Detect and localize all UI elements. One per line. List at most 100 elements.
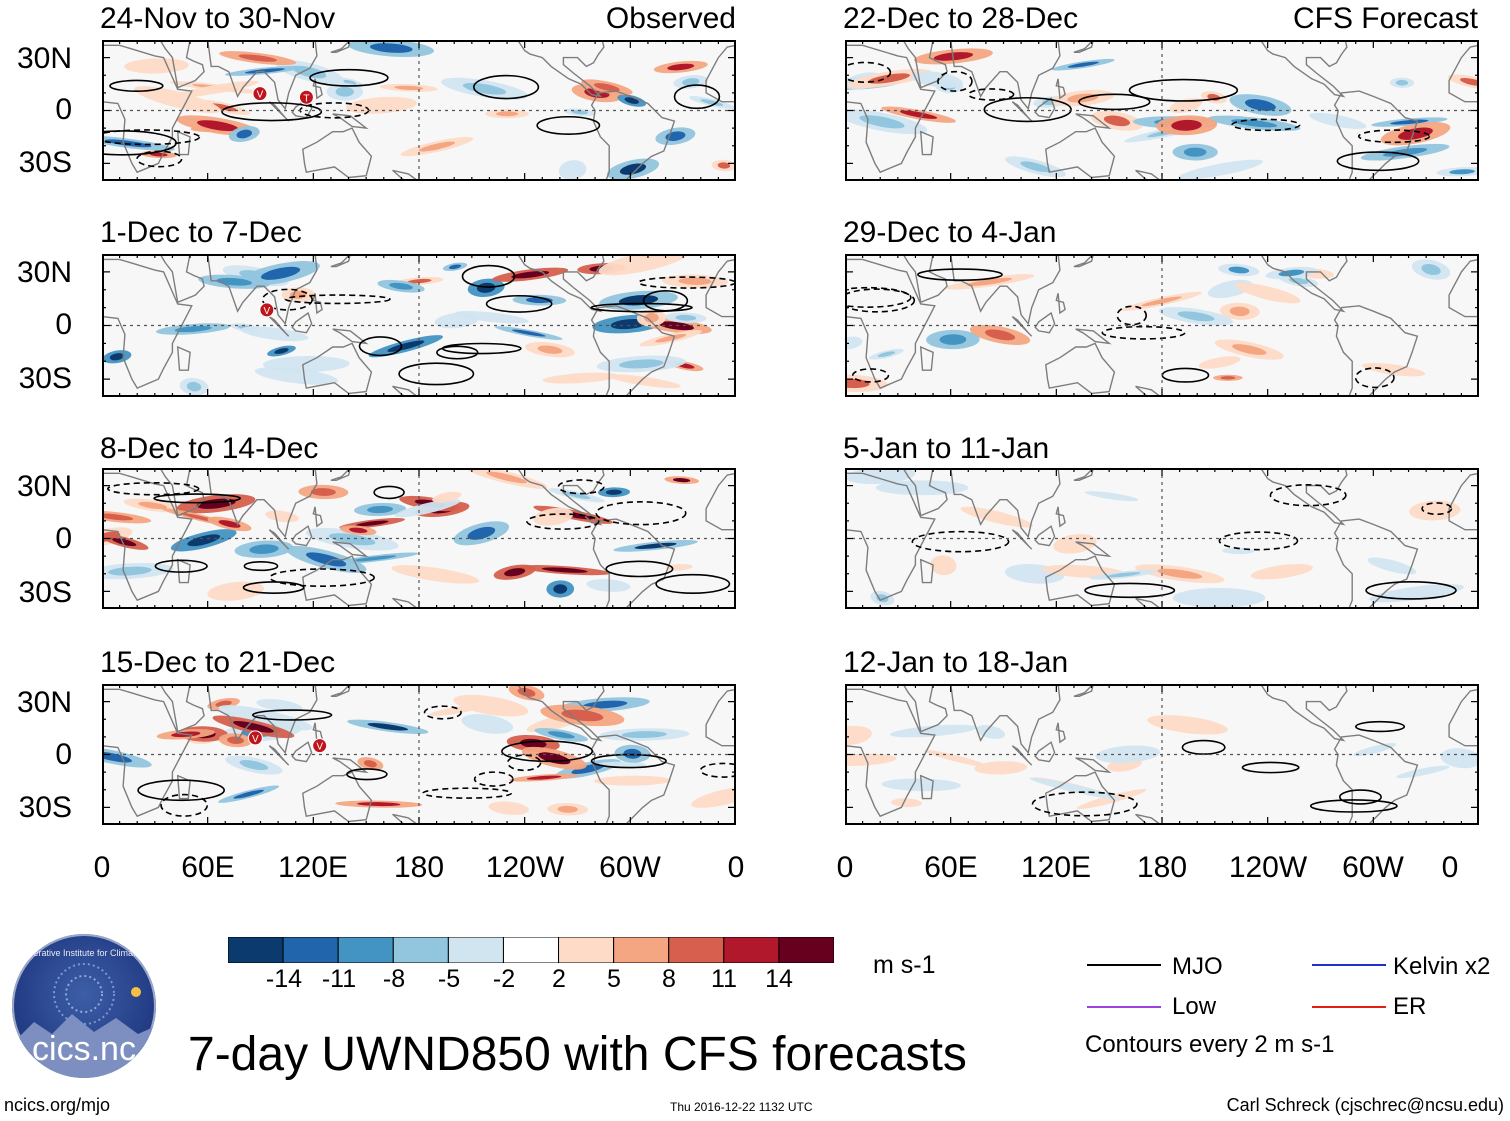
mjo-contour-negative (1269, 484, 1347, 507)
coastline (845, 472, 936, 602)
anomaly-core (504, 568, 526, 577)
mjo-contour-negative (845, 286, 912, 308)
anomaly-core (260, 266, 301, 280)
colorbar-box (613, 937, 670, 963)
coastline (1333, 734, 1419, 825)
coastline (1073, 254, 1095, 268)
coastline (302, 127, 373, 179)
coastline (919, 130, 934, 156)
coastline (102, 472, 193, 602)
anomaly-core (1171, 119, 1202, 131)
cyclone-marker-label: V (257, 90, 264, 101)
anomaly-region (533, 507, 574, 526)
coastline (312, 293, 323, 315)
anomaly-core (511, 329, 546, 337)
anomaly-region (691, 786, 736, 808)
anomaly-region (240, 326, 309, 342)
cyclone-marker (259, 302, 275, 318)
anomaly-region (974, 761, 1028, 775)
mjo-contour-negative (1231, 118, 1301, 132)
anomaly-region (960, 506, 1033, 528)
mjo-contour-positive (137, 779, 225, 802)
anomaly-core (349, 527, 368, 533)
anomaly-core (1141, 296, 1182, 307)
mjo-contour-positive (983, 96, 1072, 123)
anomaly-region (891, 798, 922, 808)
anomaly-region (1440, 748, 1479, 769)
anomaly-core (389, 282, 413, 290)
y-tick-label: 30N (16, 686, 72, 719)
anomaly-region (609, 374, 681, 389)
footer-author: Carl Schreck (cjschrec@ncsu.edu) (1226, 1095, 1504, 1115)
anomaly-core (1106, 572, 1141, 578)
mjo-contour-negative (557, 479, 605, 495)
mjo-contour-negative (851, 368, 890, 383)
x-tick-label: 60E (181, 851, 235, 884)
anomaly-core (174, 325, 212, 333)
coastline (1333, 305, 1419, 397)
coastline (1034, 525, 1056, 547)
anomaly-region (1172, 587, 1266, 608)
logo-art (12, 963, 156, 1078)
anomaly-core (187, 534, 221, 547)
anomaly-core (1395, 79, 1409, 86)
anomaly-region (254, 367, 338, 385)
cyclone-marker-label: V (252, 734, 259, 745)
anomaly-core (571, 110, 588, 115)
anomaly-region (429, 704, 483, 716)
panel-title-obs1: 24-Nov to 30-Nov (100, 2, 336, 35)
coastline (1075, 757, 1112, 774)
coastline (159, 40, 205, 89)
coastline (902, 254, 948, 304)
anomaly-core (859, 115, 905, 129)
anomaly-core (238, 54, 277, 62)
anomaly-core (571, 763, 605, 775)
panel-tag-forecast: CFS Forecast (1292, 2, 1478, 35)
mjo-contour-positive (1084, 582, 1176, 599)
anomaly-core (369, 43, 413, 53)
contour-legend-lines-left (1087, 964, 1161, 1008)
coastline (1011, 101, 1033, 122)
coastline (919, 558, 934, 584)
anomaly-core (526, 775, 562, 780)
anomaly-region (265, 510, 299, 523)
anomaly-region (1362, 362, 1426, 377)
anomaly-core (605, 489, 623, 495)
panel-title-fc3: 5-Jan to 11-Jan (843, 432, 1050, 465)
mjo-contour-negative (284, 294, 391, 305)
x-tick-label: 60E (924, 851, 978, 884)
coastline (176, 558, 191, 584)
coastline (291, 741, 313, 763)
anomaly-region (256, 698, 303, 712)
anomaly-region (453, 694, 529, 717)
anomaly-core (394, 85, 424, 90)
anomaly-region (1250, 564, 1313, 580)
coastline (332, 541, 369, 558)
anomaly-core (233, 789, 264, 799)
anomaly-region (391, 565, 480, 584)
mjo-contour-positive (1365, 581, 1457, 600)
colorbar-label: -11 (321, 965, 357, 993)
anomaly-region (1353, 743, 1397, 757)
anomaly-core (387, 340, 425, 352)
coastline (705, 258, 736, 318)
colorbar-label: 14 (765, 965, 793, 993)
mjo-contour-positive (436, 345, 479, 360)
y-tick-label: 30S (18, 791, 72, 824)
anomaly-core (939, 334, 967, 345)
anomaly-core (496, 111, 519, 117)
x-tick-label: 60W (1342, 851, 1404, 884)
colorbar-label: -5 (437, 965, 461, 993)
x-tick-label: 0 (93, 851, 111, 884)
anomaly-core (1232, 344, 1267, 355)
colorbar-box (228, 937, 284, 963)
mjo-contour-positive (373, 485, 405, 500)
footer-timestamp: Thu 2016-12-22 1132 UTC (670, 1100, 813, 1114)
mjo-contour-positive (642, 289, 689, 312)
coastline (1045, 127, 1116, 179)
anomaly-core (476, 282, 496, 293)
x-tick-label: 120W (485, 851, 565, 884)
panel-fc2-map (845, 254, 1479, 397)
coastline (1055, 722, 1066, 744)
coastline (1333, 90, 1419, 181)
